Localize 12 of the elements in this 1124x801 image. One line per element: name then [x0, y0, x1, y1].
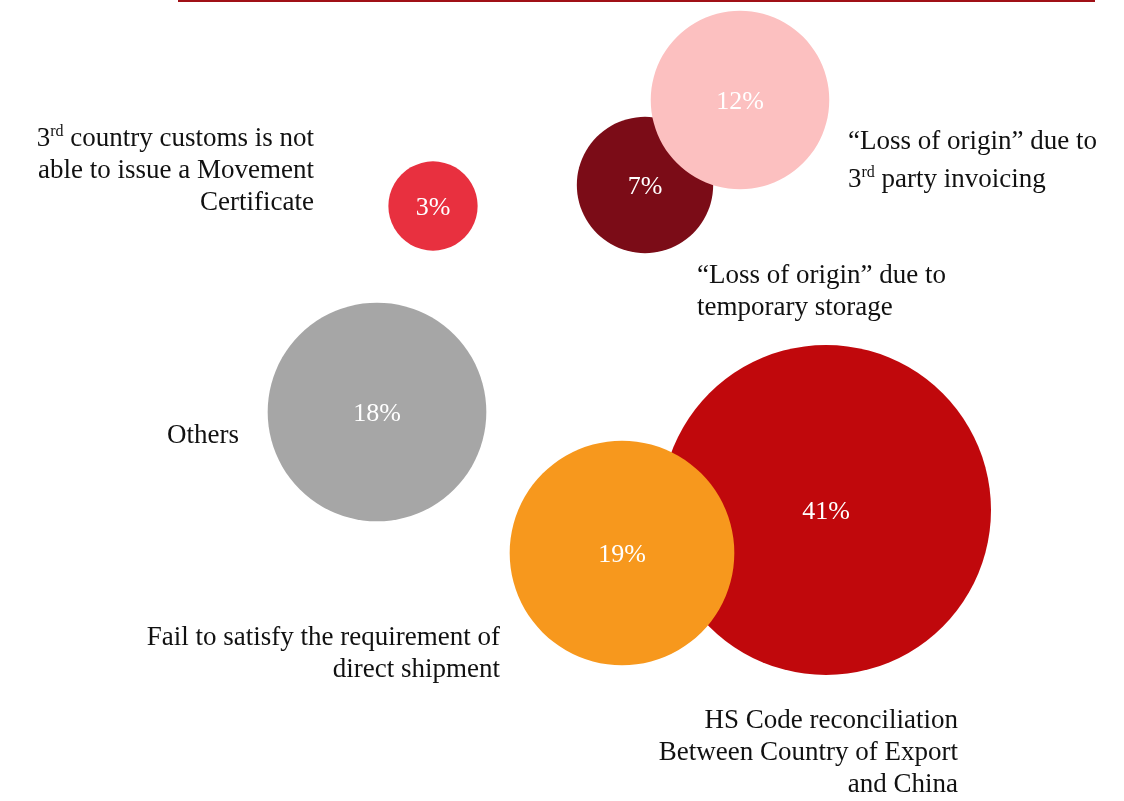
data-label: 12%: [716, 85, 764, 115]
data-label: 3%: [415, 191, 451, 221]
data-label: 19%: [598, 538, 646, 568]
category-label: “Loss of origin” due to 3$^{rd}$ party invoicing: [848, 124, 1098, 194]
category-label: “Loss of origin” due to temporary storage: [697, 258, 947, 322]
category-label: Others: [166, 418, 239, 450]
category-label: 3$^{rd}$ country customs is not able to issue a Movement Certificate: [35, 121, 314, 217]
category-label: HS Code reconciliation Between Country of Export and China: [658, 703, 958, 799]
data-label: 18%: [353, 397, 401, 427]
category-label: Fail to satisfy the requirement of direct shipment: [145, 620, 500, 684]
data-label: 7%: [627, 170, 663, 200]
data-label: 41%: [802, 495, 850, 525]
